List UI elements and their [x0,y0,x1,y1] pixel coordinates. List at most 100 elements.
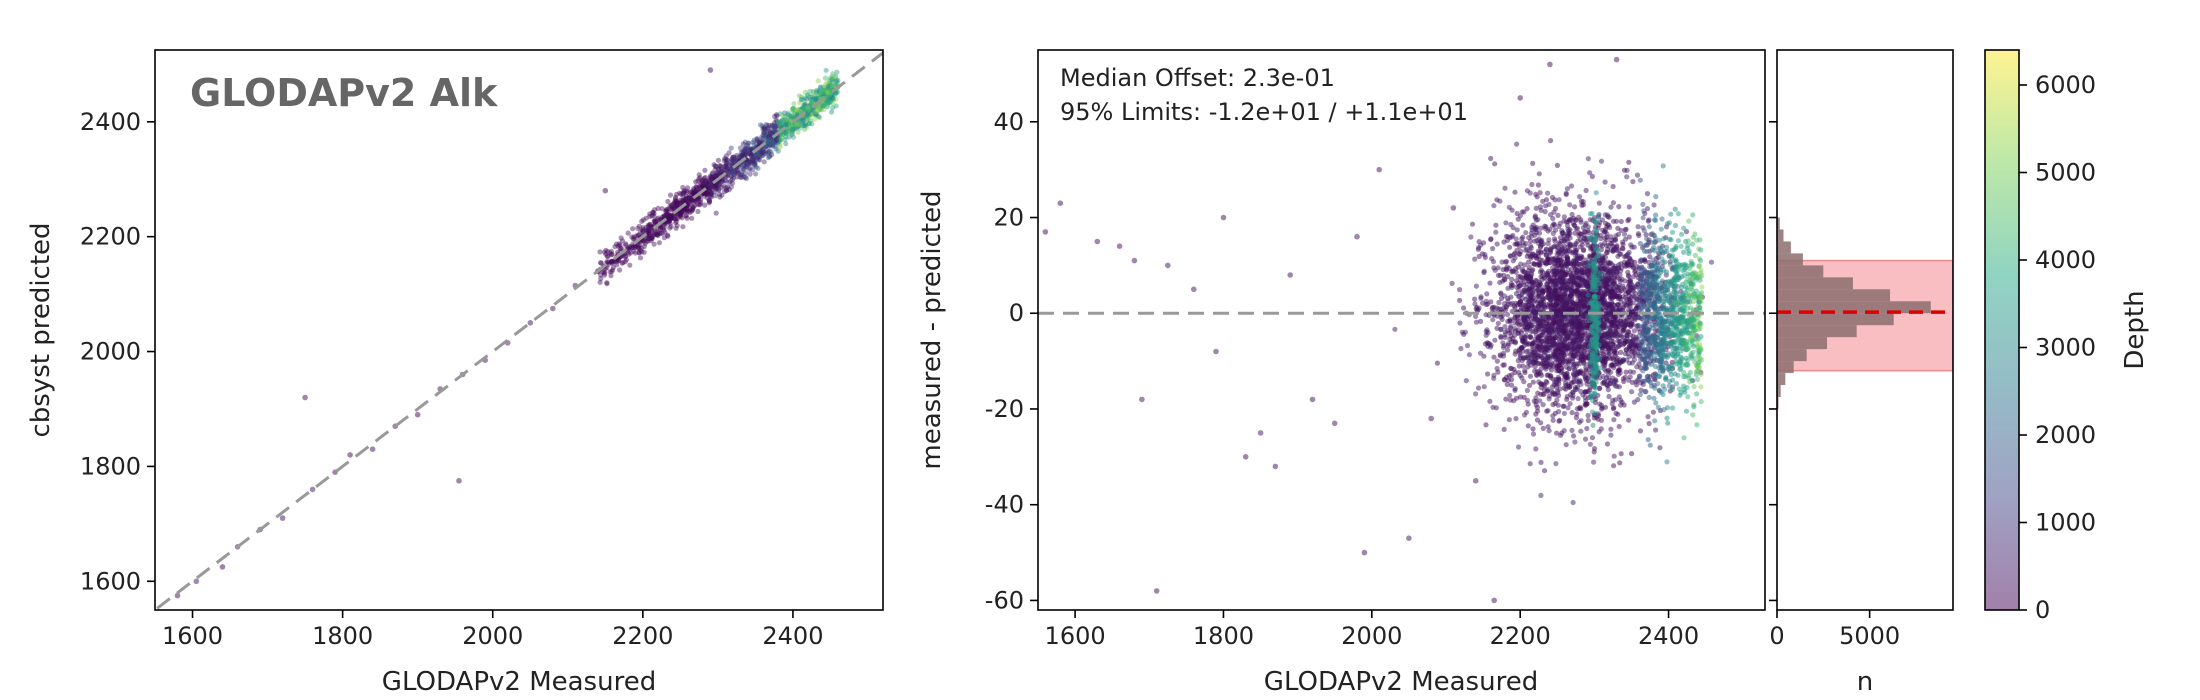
cloud-point-a [729,157,735,163]
cloud-point-a [808,112,815,118]
cloud-point-a [802,126,808,132]
cloud-point-a [783,129,789,136]
cloud-point-a [682,208,688,214]
scatter-point-a [219,564,226,570]
cloud-point-a [748,159,754,165]
cloud-point-a [772,113,778,119]
cloud-point-a [774,137,780,143]
cloud-point-a [647,211,653,217]
cloud-point-b [1618,397,1624,403]
cloud-point-b [1605,373,1611,379]
points-a [174,67,826,599]
cloud-point-a [730,154,736,160]
cloud-point-a [812,93,818,99]
cloud-point-b [1621,357,1627,363]
x-axis-label-a: GLODAPv2 Measured [382,667,656,697]
cloud-point-a [780,112,786,119]
cloud-point-b [1616,423,1622,430]
cloud-point-b [1611,291,1617,297]
cloud-point-b [1530,379,1536,385]
cloud-point-a [671,215,677,221]
cloud-point-b [1501,376,1508,383]
cloud-point-b [1568,380,1574,386]
cloud-point-b [1564,231,1570,237]
cloud-point-a [820,103,826,109]
cloud-point-a [635,232,642,238]
cloud-point-a [698,199,704,206]
cloud-point-a [819,89,825,96]
cloud-point-a [767,136,773,142]
cloud-point-b [1575,396,1581,402]
cloud-point-a [707,199,713,205]
cloud-point-a [667,206,673,212]
cloud-point-a [619,238,626,244]
cloud-point-b [1536,230,1543,236]
cloud-point-a [604,281,610,287]
cloud-point-a [708,191,714,197]
cloud-point-a [826,83,832,89]
cloud-point-a [759,152,765,158]
cloud-point-a [704,192,710,198]
cloud-point-a [823,91,830,98]
cloud-point-a [761,130,767,136]
cloud-point-b [1532,226,1538,232]
cloud-point-a [666,218,672,224]
cloud-point-a [830,105,836,111]
cloud-point-a [628,245,634,251]
cloud-point-a [750,156,756,162]
cloud-point-a [713,210,719,216]
cloud-point-a [811,96,818,102]
x-tick-label: 1800 [312,622,373,650]
cloud-point-a [696,172,702,178]
cloud-point-a [655,232,661,239]
cloud-point-a [677,197,683,203]
cloud-point-a [784,128,790,134]
cloud-point-a [760,149,766,155]
cloud-point-b [1556,392,1562,399]
cloud-point-b [1626,329,1632,335]
cloud-point-b [1554,162,1560,168]
cloud-point-b [1606,393,1612,400]
cloud-point-a [790,123,796,129]
cloud-point-a [824,84,830,91]
cloud-point-a [748,160,754,167]
cloud-point-a [824,94,830,100]
cloud-point-a [833,90,839,96]
cloud-point-a [721,188,728,195]
cloud-point-b [1480,240,1487,246]
cloud-point-a [713,172,719,178]
cloud-point-a [703,191,709,197]
cloud-point-a [710,170,716,176]
cloud-point-a [808,111,814,117]
cloud-point-b [1538,244,1544,250]
scatter-point-a [414,411,421,418]
cloud-point-b [1591,459,1597,465]
cloud-point-a [771,123,777,129]
cloud-point-a [793,122,799,128]
cloud-point-a [810,98,816,104]
cloud-point-a [813,111,819,117]
cloud-point-a [827,78,833,85]
cloud-point-a [764,132,770,138]
cloud-point-a [627,243,633,249]
cloud-point-a [740,165,746,171]
cloud-point-a [802,89,809,95]
cloud-point-a [775,135,781,141]
cloud-point-a [630,226,636,232]
cloud-point-b [1580,302,1587,308]
cloud-point-a [693,179,699,185]
cloud-point-a [699,184,705,190]
cloud-point-a [833,78,839,85]
cloud-point-a [723,153,729,159]
cloud-point-b [1584,401,1590,407]
cloud-point-b [1504,258,1510,265]
cloud-point-b [1624,260,1630,266]
cloud-point-a [771,124,778,130]
cloud-point-a [782,117,788,123]
cloud-point-a [748,152,755,158]
cloud-point-a [825,95,831,102]
cloud-point-a [745,158,751,164]
cloud-point-a [630,236,636,242]
cloud-point-a [674,222,680,229]
cloud-point-b [1629,389,1635,395]
